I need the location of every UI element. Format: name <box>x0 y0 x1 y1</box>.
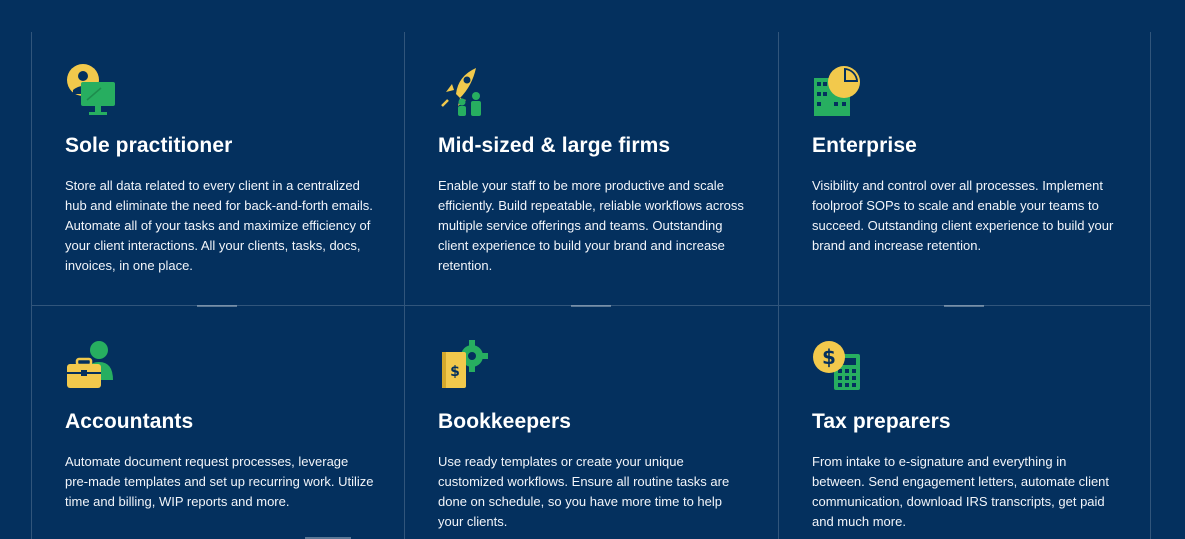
card-mid-large-firms: Mid-sized & large firms Enable your staf… <box>404 32 778 306</box>
card-title: Mid-sized & large firms <box>438 134 671 157</box>
card-description: From intake to e-signature and everythin… <box>812 454 1110 529</box>
building-chart-icon <box>814 66 860 116</box>
person-briefcase-icon <box>67 341 113 388</box>
divider-tick <box>944 305 984 307</box>
rocket-team-icon <box>441 68 481 116</box>
card-accountants: Accountants Automate document request pr… <box>31 306 404 539</box>
card-title: Sole practitioner <box>65 134 233 157</box>
card-tax-preparers: $ Tax preparers From intake to e-signatu… <box>778 306 1151 539</box>
divider-tick <box>197 305 237 307</box>
audience-grid: Sole practitioner Store all data related… <box>31 32 1151 539</box>
divider-tick <box>305 537 351 539</box>
person-monitor-icon <box>67 64 115 115</box>
card-sole-practitioner: Sole practitioner Store all data related… <box>31 32 404 306</box>
divider-tick <box>571 305 611 307</box>
card-title: Tax preparers <box>812 410 951 433</box>
card-description: Automate document request processes, lev… <box>65 454 374 509</box>
card-description: Use ready templates or create your uniqu… <box>438 454 730 529</box>
ledger-gear-icon: $ <box>442 340 488 388</box>
card-title: Accountants <box>65 410 194 433</box>
card-title: Enterprise <box>812 134 917 157</box>
svg-text:$: $ <box>822 345 836 369</box>
card-description: Store all data related to every client i… <box>65 178 373 273</box>
card-enterprise: Enterprise Visibility and control over a… <box>778 32 1151 306</box>
dollar-calculator-icon: $ <box>813 341 860 390</box>
card-title: Bookkeepers <box>438 410 571 433</box>
svg-text:$: $ <box>450 364 460 380</box>
card-description: Visibility and control over all processe… <box>812 178 1114 253</box>
card-bookkeepers: $ Bookkeepers Use ready templates or cre… <box>404 306 778 539</box>
card-description: Enable your staff to be more productive … <box>438 178 744 273</box>
